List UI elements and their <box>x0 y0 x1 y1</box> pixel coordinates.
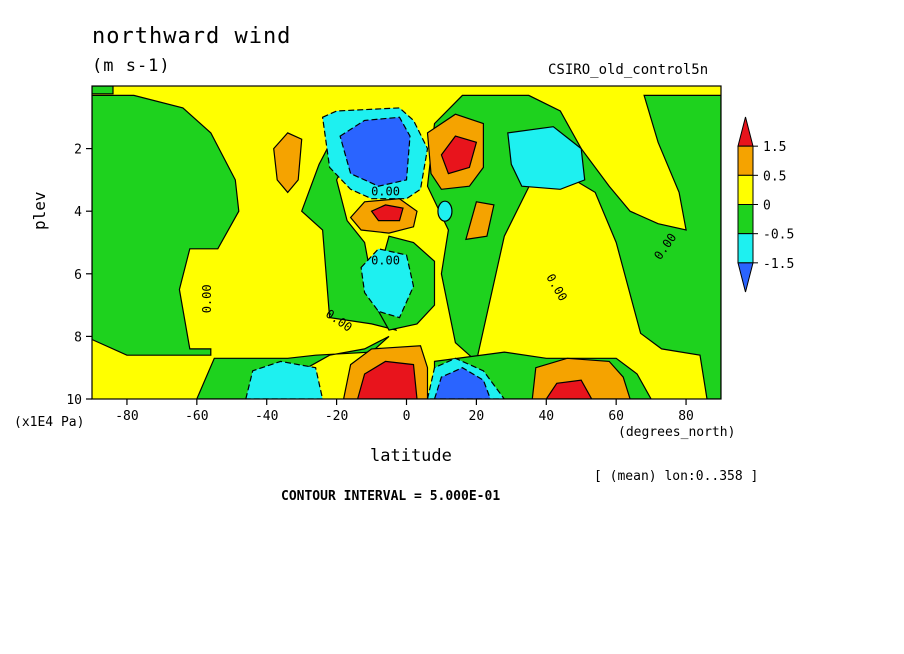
x-tick-label: 60 <box>608 409 624 424</box>
cyan-blob-small <box>437 200 453 222</box>
zero-contour-label: 0.00 <box>200 284 214 313</box>
colorbar-swatch <box>737 116 754 147</box>
x-tick-label: 80 <box>678 409 694 424</box>
red-region-southeast <box>545 379 593 399</box>
cyan-region-southwest <box>245 360 324 399</box>
orange-region-east <box>465 201 495 241</box>
y-tick-label: 8 <box>74 330 82 345</box>
red-region-south <box>356 360 418 399</box>
colorbar-swatch <box>737 262 754 293</box>
x-tick-label: 40 <box>538 409 554 424</box>
zero-contour-label: 0.00 <box>371 253 400 267</box>
x-tick-label: -80 <box>115 409 138 424</box>
dataset-name: CSIRO_old_control5n <box>548 62 709 78</box>
orange-region-west <box>273 132 303 194</box>
colorbar-label: -0.5 <box>763 228 794 243</box>
colorbar-label: 0 <box>763 199 771 214</box>
cyan-region-mid <box>360 248 415 319</box>
chart-units: (m s-1) <box>92 56 171 76</box>
x-tick-label: -60 <box>185 409 208 424</box>
red-region-mid <box>370 204 404 222</box>
colorbar-swatch <box>737 174 754 205</box>
x-tick-label: -40 <box>255 409 278 424</box>
y-tick-label: 6 <box>74 268 82 283</box>
x-tick-label: -20 <box>325 409 348 424</box>
contour-fill-layer: 0.000.000.000.000.000.00 <box>92 86 721 399</box>
colorbar-label: 1.5 <box>763 140 786 155</box>
x-tick-label: 0 <box>403 409 411 424</box>
x-axis-unit: (degrees_north) <box>618 425 736 440</box>
averaging-context: [ (mean) lon:0..358 ] <box>594 469 759 484</box>
red-region-north <box>440 135 478 175</box>
green-region-east <box>426 94 721 399</box>
colorbar-label: 0.5 <box>763 169 786 184</box>
x-tick-label: 20 <box>469 409 485 424</box>
blue-region-north <box>339 116 411 187</box>
y-tick-label: 2 <box>74 143 82 158</box>
green-region-nw-corner <box>92 86 114 95</box>
cyan-region-northeast <box>507 126 586 190</box>
y-tick-label: 4 <box>74 205 82 220</box>
colorbar-swatch <box>737 204 754 235</box>
contour-interval: CONTOUR INTERVAL = 5.000E-01 <box>281 489 501 504</box>
zero-contour-label: 0.00 <box>371 185 400 199</box>
colorbar-swatch <box>737 233 754 264</box>
green-region-west <box>92 94 240 356</box>
blue-region-south <box>433 367 492 399</box>
y-axis-unit: (x1E4 Pa) <box>14 415 85 430</box>
colorbar-label: -1.5 <box>763 257 794 272</box>
x-axis-label: latitude <box>370 446 452 466</box>
colorbar-swatch <box>737 145 754 176</box>
chart-title: northward wind <box>92 24 292 49</box>
y-tick-label: 10 <box>66 393 82 408</box>
